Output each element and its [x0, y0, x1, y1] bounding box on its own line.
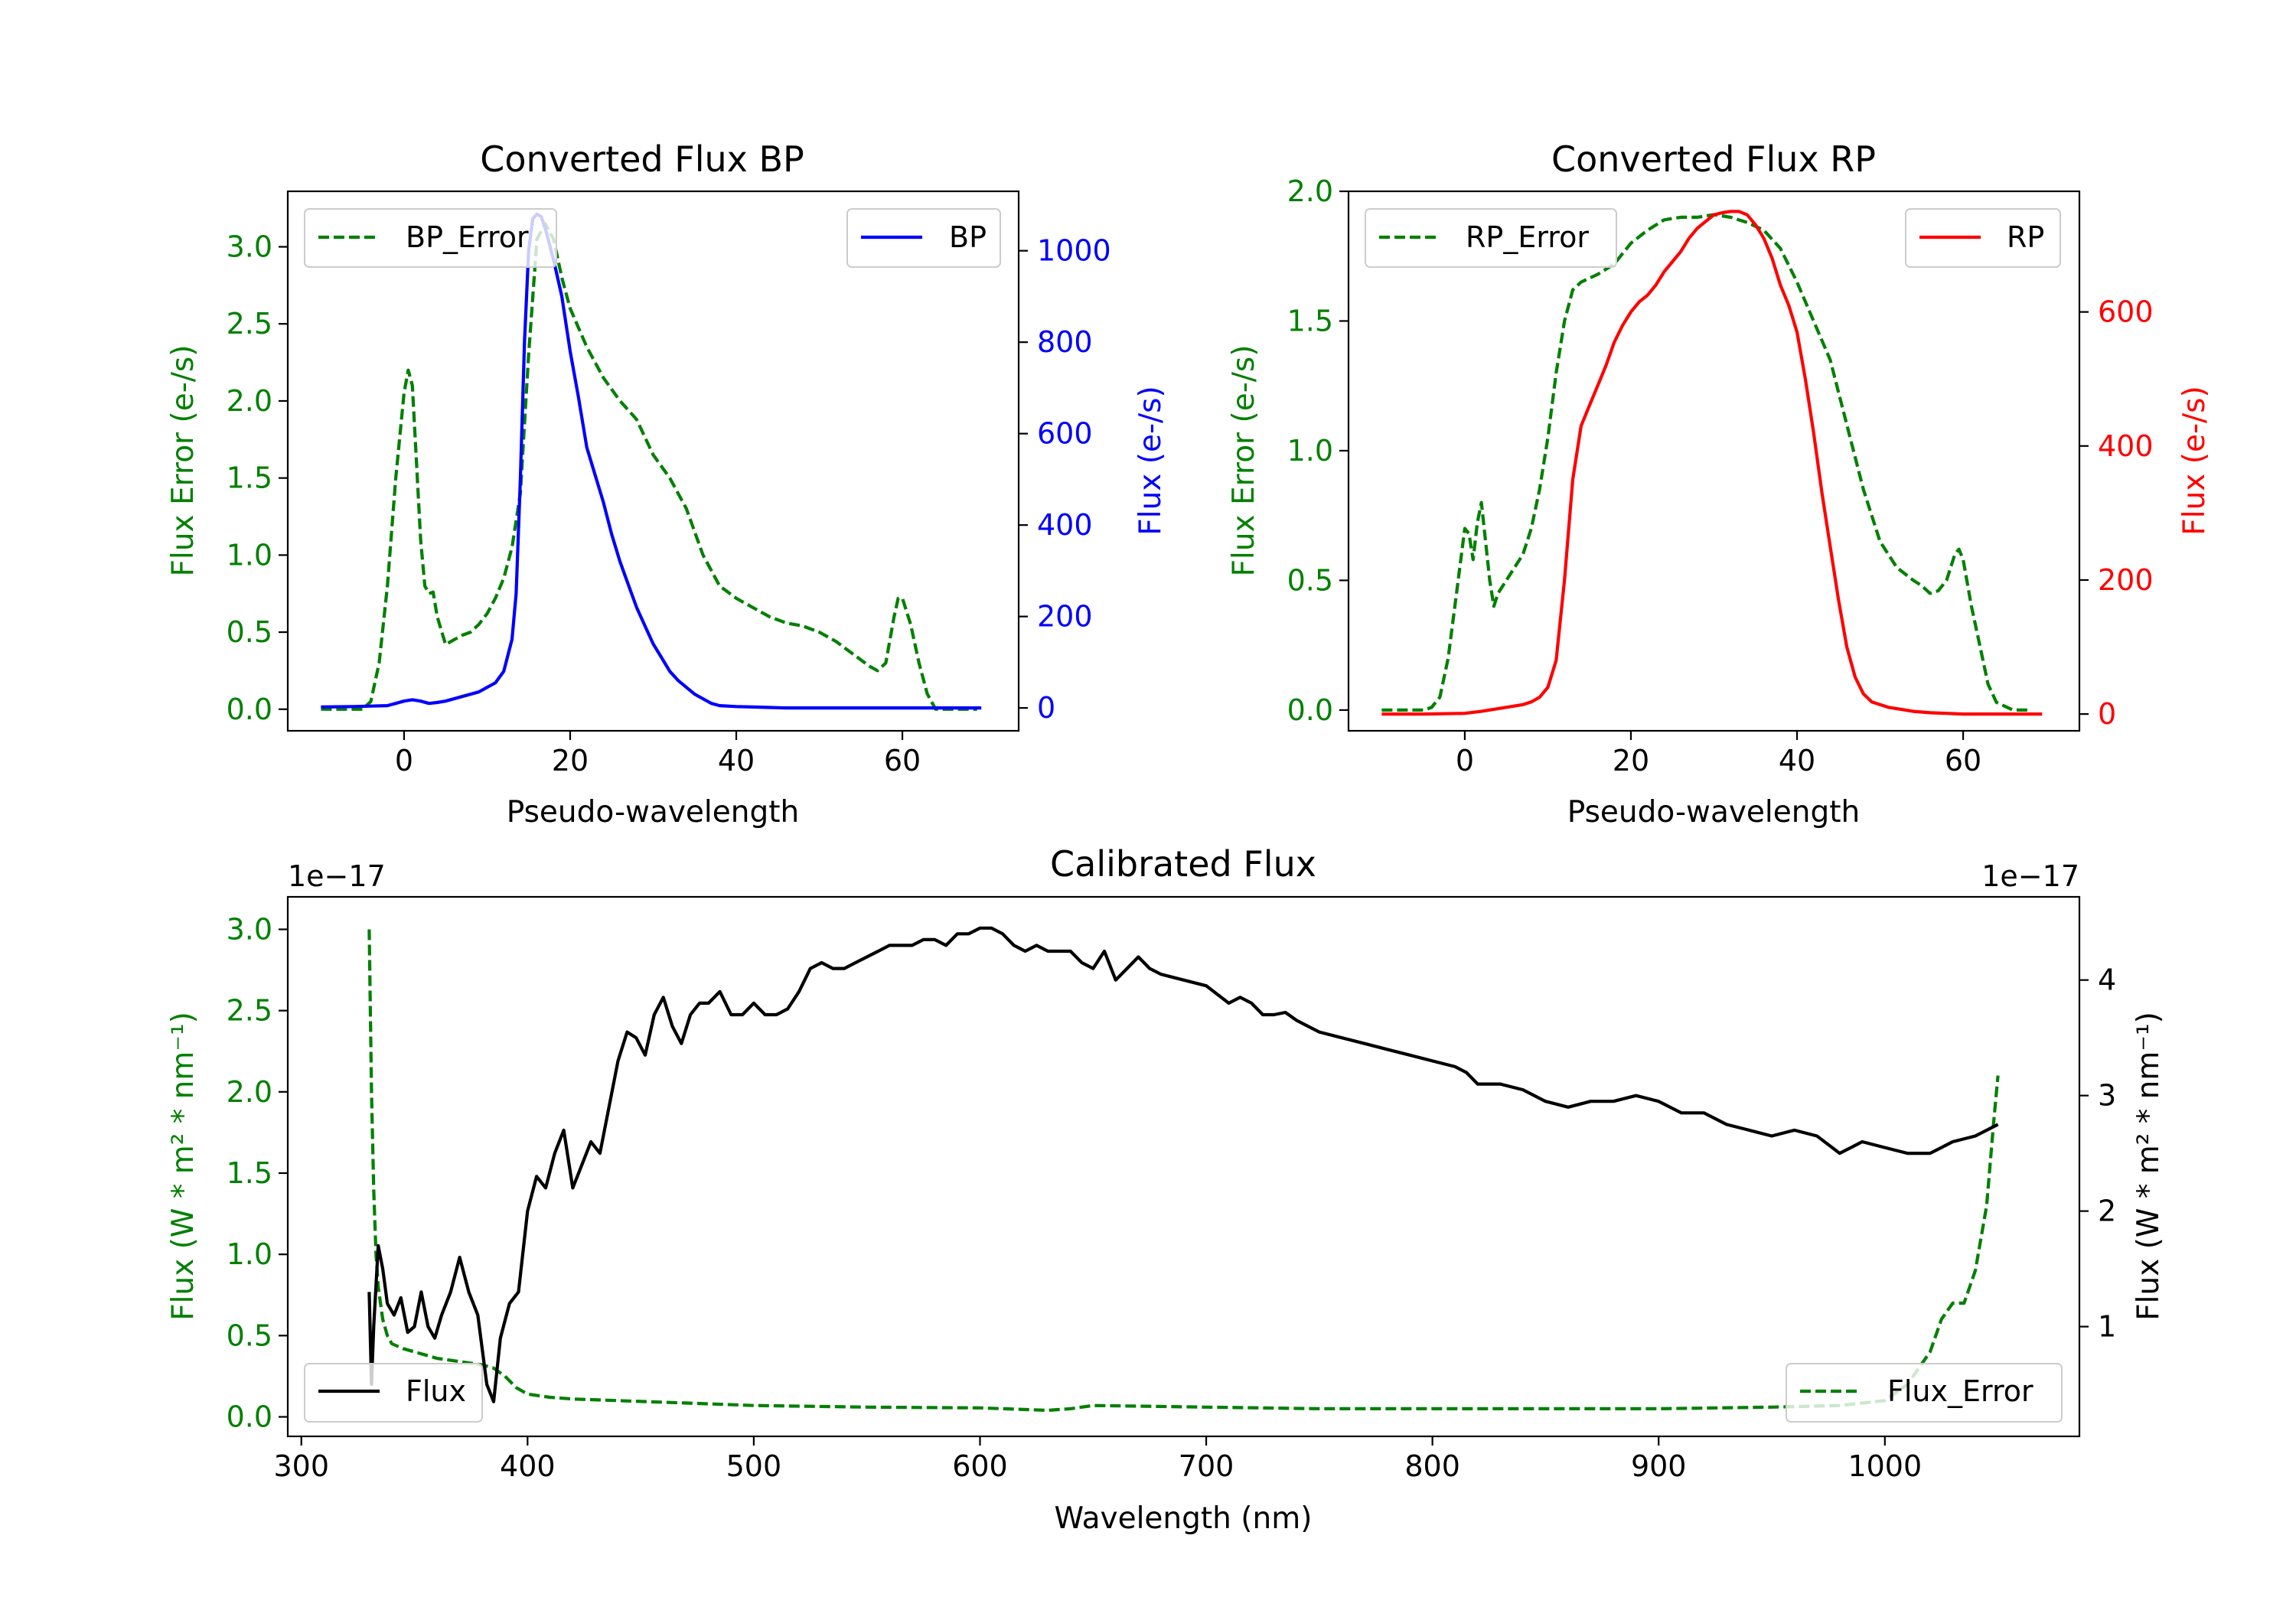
cal-xtick-label: 800	[1404, 1449, 1460, 1483]
rp-ytick-left-label: 1.5	[1287, 304, 1333, 337]
cal-ytick-left-label: 3.0	[227, 912, 272, 946]
cal-offset-right: 1e−17	[1981, 859, 2079, 893]
bp-xlabel: Pseudo-wavelength	[507, 795, 799, 830]
cal-xtick-label: 400	[500, 1449, 556, 1483]
cal-legend-right: Flux_Error	[1786, 1363, 2063, 1423]
cal-ytick-left-label: 1.0	[227, 1237, 272, 1271]
bp-ytick-left-label: 2.0	[227, 384, 272, 418]
bp-ytick-left-label: 0.5	[227, 615, 272, 649]
bp-legend-right: BP	[846, 208, 1001, 268]
bp-series-bp	[321, 212, 982, 710]
cal-xtick-label: 1000	[1848, 1449, 1922, 1483]
rp-ylabel-right: Flux (e-/s)	[2177, 386, 2212, 535]
rp-ytick-left-label: 1.0	[1287, 434, 1333, 468]
rp-xtick-label: 20	[1613, 744, 1649, 777]
bp-legend-left: BP_Error	[304, 208, 557, 268]
cal-series-flux	[367, 926, 1999, 1403]
cal-xtick-label: 900	[1631, 1449, 1687, 1483]
rp-title: Converted Flux RP	[1551, 139, 1876, 180]
cal-series-flux-error	[367, 929, 2000, 1413]
bp-ytick-left-label: 2.5	[227, 307, 272, 341]
rp-series-rp-error	[1381, 213, 2030, 712]
panel-bp: Converted Flux BP 0 20 40 60 0.0 0.5 1.0 1.5 2.0…	[166, 139, 1168, 830]
bp-xtick-label: 40	[718, 744, 755, 777]
bp-series-bp-error	[321, 222, 977, 711]
rp-ytick-left-label: 0.5	[1287, 563, 1333, 597]
cal-ylabel-right: Flux (W * m² * nm⁻¹)	[2131, 1012, 2166, 1321]
rp-ytick-right-label: 600	[2098, 295, 2154, 329]
rp-legend-left: RP_Error	[1365, 208, 1617, 268]
rp-xlabel: Pseudo-wavelength	[1567, 795, 1860, 830]
bp-ytick-right-label: 1000	[1037, 234, 1111, 268]
rp-ytick-right-label: 400	[2098, 429, 2154, 463]
cal-legend-left: Flux	[304, 1363, 483, 1423]
cal-legend-right-label: Flux_Error	[1887, 1374, 2033, 1408]
cal-ytick-right-label: 2	[2098, 1195, 2116, 1228]
rp-xtick-label: 0	[1456, 744, 1474, 777]
cal-ytick-right-label: 4	[2098, 963, 2116, 997]
bp-ytick-right-label: 0	[1037, 691, 1055, 725]
cal-offset-left: 1e−17	[288, 859, 386, 893]
rp-legend-right-label: RP	[2007, 220, 2044, 254]
bp-ytick-right-label: 600	[1037, 417, 1093, 451]
cal-xlabel: Wavelength (nm)	[1055, 1501, 1313, 1536]
bp-legend-left-label: BP_Error	[406, 220, 529, 254]
cal-ytick-right-label: 1	[2098, 1310, 2116, 1344]
cal-xtick-label: 500	[726, 1449, 782, 1483]
bp-title: Converted Flux BP	[480, 139, 804, 180]
bp-ytick-right-label: 400	[1037, 508, 1093, 542]
bp-xtick-label: 20	[552, 744, 589, 777]
bp-ytick-left-label: 0.0	[227, 693, 272, 726]
bp-legend-right-label: BP	[949, 220, 987, 254]
cal-ytick-left-label: 1.5	[227, 1156, 272, 1190]
cal-title: Calibrated Flux	[1050, 843, 1316, 885]
bp-ytick-left-label: 1.5	[227, 461, 272, 495]
rp-ytick-right-label: 200	[2098, 563, 2154, 597]
bp-ytick-left-label: 3.0	[227, 230, 272, 264]
cal-ytick-left-label: 0.5	[227, 1319, 272, 1352]
cal-xtick-label: 700	[1179, 1449, 1234, 1483]
rp-legend-left-label: RP_Error	[1466, 220, 1589, 254]
cal-ytick-right-label: 3	[2098, 1079, 2116, 1113]
cal-ytick-left-label: 0.0	[227, 1400, 272, 1434]
cal-ytick-left-label: 2.0	[227, 1075, 272, 1109]
bp-xtick-label: 0	[395, 744, 413, 777]
bp-ylabel-left: Flux Error (e-/s)	[166, 345, 201, 577]
cal-ytick-left-label: 2.5	[227, 994, 272, 1028]
cal-xtick-label: 600	[952, 1449, 1008, 1483]
cal-axes-frame	[286, 895, 2081, 1438]
bp-ylabel-right: Flux (e-/s)	[1133, 386, 1168, 535]
rp-series-rp	[1381, 210, 2043, 716]
bp-ytick-left-label: 1.0	[227, 538, 272, 572]
rp-axes-frame	[1347, 190, 2081, 732]
rp-ytick-left-label: 0.0	[1287, 693, 1333, 727]
panel-calibrated: Calibrated Flux 1e−17 1e−17 300 400 500 600…	[166, 843, 2166, 1536]
bp-ytick-right-label: 800	[1037, 325, 1093, 359]
cal-ylabel-left: Flux (W * m² * nm⁻¹)	[166, 1012, 201, 1321]
rp-ytick-left-label: 2.0	[1287, 174, 1333, 208]
rp-ylabel-left: Flux Error (e-/s)	[1227, 345, 1261, 577]
rp-xtick-label: 60	[1945, 744, 1981, 777]
rp-legend-right: RP	[1905, 208, 2061, 268]
rp-ytick-right-label: 0	[2098, 697, 2116, 731]
bp-axes-frame	[286, 190, 1020, 732]
panel-rp: Converted Flux RP 0 20 40 60 0.0 0.5 1.0 1.5 2.0…	[1227, 139, 2212, 830]
cal-legend-left-label: Flux	[406, 1374, 466, 1408]
cal-xtick-label: 300	[273, 1449, 329, 1483]
rp-xtick-label: 40	[1779, 744, 1815, 777]
bp-ytick-right-label: 200	[1037, 600, 1093, 634]
bp-xtick-label: 60	[884, 744, 921, 777]
